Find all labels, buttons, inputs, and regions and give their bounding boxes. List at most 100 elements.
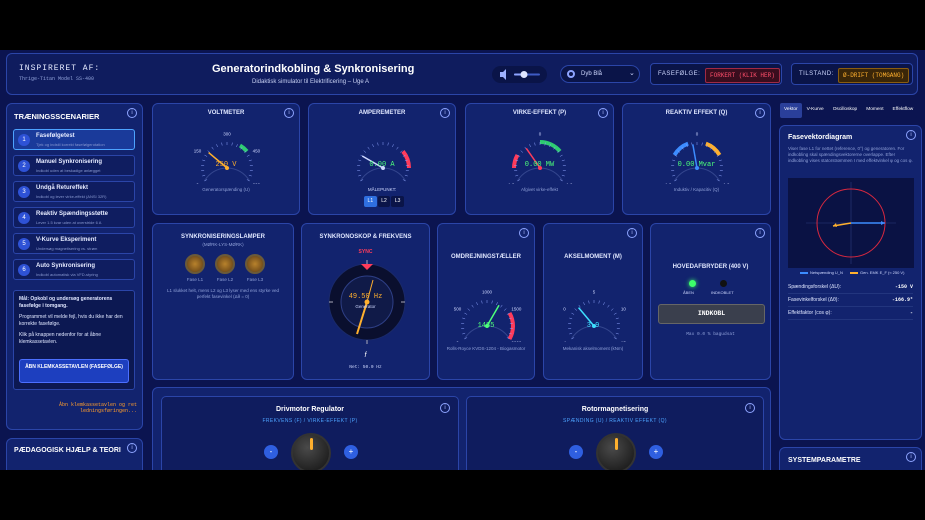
ui-element <box>329 260 405 344</box>
ui-element <box>881 221 885 225</box>
tab[interactable]: Vektor <box>780 103 802 118</box>
scenario-desc: Tjek og indstil korrekt fasefølgerotatio… <box>36 142 105 147</box>
volume-slider[interactable] <box>492 66 547 83</box>
tab[interactable]: Oscilloskop <box>828 103 862 118</box>
gauge-tick <box>372 144 374 148</box>
point-button[interactable]: L1 <box>364 196 377 207</box>
phasor-diagram <box>788 178 914 268</box>
scenario-desc: Indkobl og lever virke-effekt (ANSI 32R) <box>36 194 107 199</box>
gauge-tick <box>404 174 408 177</box>
scenario-item[interactable]: 6 Auto Synkronisering Indkobl automatisk v… <box>13 259 135 280</box>
minus-button[interactable]: - <box>569 445 583 459</box>
ui-element <box>720 280 727 287</box>
gauge-tick <box>506 337 510 340</box>
title: TRÆNINGSSCENARIER <box>14 112 100 121</box>
title: AKSELMOMENT (M) <box>564 254 622 260</box>
gauge-tick <box>515 174 519 177</box>
scenario-item[interactable]: 3 Undgå Returеffekt Indkobl og lever virke… <box>13 181 135 202</box>
sync-lamp <box>185 254 205 274</box>
phase-button[interactable]: FORKERT (KLIK HER) <box>705 68 780 83</box>
knob[interactable] <box>596 433 636 470</box>
gauge-label: 10 <box>621 307 627 312</box>
gauge-tick <box>534 142 536 146</box>
gauge-tick <box>588 300 590 304</box>
gauge-label: -1 <box>563 341 567 343</box>
gauge-tick <box>236 144 238 148</box>
info-icon: i <box>440 403 450 413</box>
title: HOVEDAFBRYDER (400 V) <box>672 264 749 270</box>
gauge-tick <box>204 154 208 157</box>
scenario-title: Manuel Synkronisering <box>36 159 103 165</box>
info-icon: i <box>127 443 137 453</box>
gauge-needle <box>577 307 595 327</box>
info-icon: i <box>745 403 755 413</box>
gauge: -1.0 0 1.0 <box>664 132 730 185</box>
note: Max 0.0 % bagudsat <box>686 332 735 337</box>
gauge-tick <box>559 154 563 157</box>
breaker-button[interactable]: INDKOBL <box>658 304 765 324</box>
gauge-hub <box>592 324 596 328</box>
help-panel: PÆDAGOGISK HJÆLP & TEORI i <box>6 438 143 470</box>
gauge-tick <box>549 144 551 148</box>
gauge-tick <box>508 332 512 335</box>
gauge-tick <box>574 308 578 311</box>
gauge-tick <box>506 312 510 315</box>
gauge-tick <box>544 142 546 146</box>
volume[interactable] <box>492 66 547 83</box>
info-icon: i <box>598 108 608 118</box>
gauge-tick <box>363 150 367 153</box>
terminal-button[interactable]: ÅBN KLEMKASSETAVLEN (FASEFØLGE) <box>19 359 129 383</box>
gauge-tick <box>471 304 474 308</box>
gauge-label: 1000 <box>482 290 493 295</box>
gauge-tick <box>202 159 206 162</box>
scenario-title: V-Kurve Eksperiment <box>36 237 97 243</box>
point-button[interactable]: L2 <box>377 196 391 207</box>
value: 250 V <box>215 161 237 169</box>
gauge-label: 450 <box>253 149 261 154</box>
scenario-item[interactable]: 2 Manuel Synkronisering Indkobl uden at be… <box>13 155 135 176</box>
tab[interactable]: V-Kurve <box>802 103 828 118</box>
scenario-item[interactable]: 4 Reaktiv Spændingsstøtte Lever 1.5 kvar u… <box>13 207 135 228</box>
tab[interactable]: Effektflow <box>888 103 918 118</box>
gauge-tick <box>467 308 471 311</box>
gauge-hub <box>381 166 385 170</box>
sys-title: SYSTEMPARAMETRE <box>788 457 861 464</box>
model: Thrige-Titan Model SS-400 <box>19 76 95 82</box>
point-button[interactable]: L3 <box>391 196 405 207</box>
gauge-tick <box>598 300 600 304</box>
gauge-tick <box>710 146 713 150</box>
scenario-item[interactable]: 1 Fasefølgetest Tjek og indstil korrekt fa… <box>13 129 135 150</box>
ui-element <box>833 223 837 227</box>
gauge-tick <box>202 174 206 177</box>
ui-element <box>689 280 696 287</box>
knob[interactable] <box>291 433 331 470</box>
subtitle: (MØRK-LYS-MØRK) <box>202 242 244 247</box>
gauge-arc <box>672 141 689 157</box>
knob-indicator <box>310 438 313 450</box>
gauge-hub <box>695 166 699 170</box>
info-icon: i <box>519 228 529 238</box>
gauge: 0 150 300 450 600 <box>194 132 261 185</box>
tab[interactable]: Moment <box>862 103 888 118</box>
plus-button[interactable]: + <box>649 445 663 459</box>
scenario-panel: TRÆNINGSSCENARIER i 1 Fasefølgetest Tjek o… <box>6 103 143 430</box>
caption: Mekanisk akselmoment (kNm) <box>562 346 624 351</box>
legend: Gen. EMK E_F (≈ 250 V) <box>860 270 905 275</box>
minus-button[interactable]: - <box>264 445 278 459</box>
plus-button[interactable]: + <box>344 445 358 459</box>
inspired-label: INSPIRERET AF: <box>19 64 101 73</box>
gauge-tick <box>246 154 250 157</box>
legend: Netspænding U_N <box>810 270 843 275</box>
theme-select[interactable]: Dyb Blå ⌄ <box>560 65 640 83</box>
gauge-tick <box>677 150 681 153</box>
scenario-item[interactable]: 5 V-Kurve Eksperiment Undersøg magnetiseri… <box>13 233 135 254</box>
scenario-number: 4 <box>18 212 30 224</box>
gauge-tick <box>396 146 399 150</box>
gauge-tick <box>248 174 252 177</box>
gauge: -1 0 5 10 15 <box>563 290 627 343</box>
gauge-tick <box>718 174 722 177</box>
gauge: -1.0 0 1.0 <box>507 132 573 185</box>
gauge-label: 500 <box>454 307 462 312</box>
controls-panel: Drivmotor Regulator i FREKVENS (F) / VIRKE… <box>152 387 771 470</box>
